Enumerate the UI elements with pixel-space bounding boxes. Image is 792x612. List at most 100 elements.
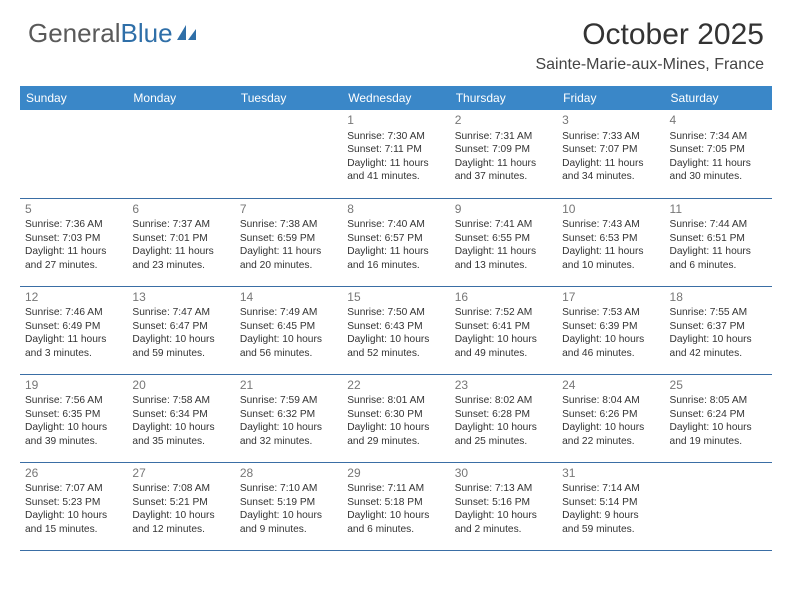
calendar-cell — [20, 110, 127, 198]
calendar-cell: 9Sunrise: 7:41 AMSunset: 6:55 PMDaylight… — [450, 198, 557, 286]
calendar-body: 1Sunrise: 7:30 AMSunset: 7:11 PMDaylight… — [20, 110, 772, 550]
cell-sunset: Sunset: 7:05 PM — [670, 143, 767, 156]
day-number: 15 — [347, 290, 444, 306]
cell-day2: and 39 minutes. — [25, 435, 122, 448]
cell-sunrise: Sunrise: 7:31 AM — [455, 130, 552, 143]
cell-day2: and 49 minutes. — [455, 347, 552, 360]
cell-day1: Daylight: 10 hours — [347, 509, 444, 522]
cell-day1: Daylight: 11 hours — [240, 245, 337, 258]
cell-day2: and 52 minutes. — [347, 347, 444, 360]
cell-day2: and 3 minutes. — [25, 347, 122, 360]
cell-sunrise: Sunrise: 7:59 AM — [240, 394, 337, 407]
cell-sunrise: Sunrise: 7:11 AM — [347, 482, 444, 495]
cell-sunset: Sunset: 6:34 PM — [132, 408, 229, 421]
col-wednesday: Wednesday — [342, 86, 449, 110]
cell-day2: and 9 minutes. — [240, 523, 337, 536]
cell-sunset: Sunset: 6:39 PM — [562, 320, 659, 333]
col-thursday: Thursday — [450, 86, 557, 110]
cell-sunset: Sunset: 7:09 PM — [455, 143, 552, 156]
cell-day1: Daylight: 10 hours — [455, 421, 552, 434]
cell-sunset: Sunset: 6:57 PM — [347, 232, 444, 245]
cell-day1: Daylight: 11 hours — [132, 245, 229, 258]
day-number: 9 — [455, 202, 552, 218]
month-title: October 2025 — [535, 18, 764, 52]
cell-sunset: Sunset: 6:24 PM — [670, 408, 767, 421]
cell-day2: and 29 minutes. — [347, 435, 444, 448]
calendar-cell: 20Sunrise: 7:58 AMSunset: 6:34 PMDayligh… — [127, 374, 234, 462]
day-number: 23 — [455, 378, 552, 394]
cell-day2: and 37 minutes. — [455, 170, 552, 183]
day-number: 20 — [132, 378, 229, 394]
cell-day1: Daylight: 10 hours — [562, 333, 659, 346]
cell-day1: Daylight: 11 hours — [670, 245, 767, 258]
cell-sunset: Sunset: 6:45 PM — [240, 320, 337, 333]
calendar-row: 5Sunrise: 7:36 AMSunset: 7:03 PMDaylight… — [20, 198, 772, 286]
col-monday: Monday — [127, 86, 234, 110]
calendar-cell: 2Sunrise: 7:31 AMSunset: 7:09 PMDaylight… — [450, 110, 557, 198]
cell-sunrise: Sunrise: 8:01 AM — [347, 394, 444, 407]
cell-day1: Daylight: 10 hours — [670, 421, 767, 434]
cell-sunrise: Sunrise: 7:52 AM — [455, 306, 552, 319]
col-sunday: Sunday — [20, 86, 127, 110]
calendar-cell — [127, 110, 234, 198]
cell-sunrise: Sunrise: 7:34 AM — [670, 130, 767, 143]
calendar-cell: 17Sunrise: 7:53 AMSunset: 6:39 PMDayligh… — [557, 286, 664, 374]
cell-sunset: Sunset: 6:53 PM — [562, 232, 659, 245]
cell-day1: Daylight: 10 hours — [670, 333, 767, 346]
cell-day1: Daylight: 10 hours — [25, 421, 122, 434]
cell-sunset: Sunset: 7:11 PM — [347, 143, 444, 156]
calendar-cell: 1Sunrise: 7:30 AMSunset: 7:11 PMDaylight… — [342, 110, 449, 198]
cell-sunrise: Sunrise: 7:55 AM — [670, 306, 767, 319]
cell-sunset: Sunset: 6:28 PM — [455, 408, 552, 421]
calendar-cell: 19Sunrise: 7:56 AMSunset: 6:35 PMDayligh… — [20, 374, 127, 462]
cell-day2: and 42 minutes. — [670, 347, 767, 360]
cell-day1: Daylight: 9 hours — [562, 509, 659, 522]
cell-sunrise: Sunrise: 7:53 AM — [562, 306, 659, 319]
calendar-cell: 10Sunrise: 7:43 AMSunset: 6:53 PMDayligh… — [557, 198, 664, 286]
calendar-cell: 29Sunrise: 7:11 AMSunset: 5:18 PMDayligh… — [342, 462, 449, 550]
cell-sunset: Sunset: 6:43 PM — [347, 320, 444, 333]
cell-day2: and 2 minutes. — [455, 523, 552, 536]
day-number: 7 — [240, 202, 337, 218]
location: Sainte-Marie-aux-Mines, France — [535, 56, 764, 74]
day-number: 1 — [347, 113, 444, 129]
cell-sunrise: Sunrise: 7:44 AM — [670, 218, 767, 231]
cell-day2: and 56 minutes. — [240, 347, 337, 360]
cell-sunset: Sunset: 6:37 PM — [670, 320, 767, 333]
day-number: 11 — [670, 202, 767, 218]
cell-sunrise: Sunrise: 7:13 AM — [455, 482, 552, 495]
day-number: 18 — [670, 290, 767, 306]
calendar-cell: 23Sunrise: 8:02 AMSunset: 6:28 PMDayligh… — [450, 374, 557, 462]
cell-day2: and 6 minutes. — [347, 523, 444, 536]
cell-sunset: Sunset: 6:32 PM — [240, 408, 337, 421]
col-friday: Friday — [557, 86, 664, 110]
cell-day2: and 27 minutes. — [25, 259, 122, 272]
cell-day2: and 22 minutes. — [562, 435, 659, 448]
calendar-table: Sunday Monday Tuesday Wednesday Thursday… — [20, 86, 772, 551]
cell-sunset: Sunset: 6:35 PM — [25, 408, 122, 421]
day-number: 28 — [240, 466, 337, 482]
cell-sunrise: Sunrise: 7:10 AM — [240, 482, 337, 495]
calendar-cell: 5Sunrise: 7:36 AMSunset: 7:03 PMDaylight… — [20, 198, 127, 286]
calendar-cell: 6Sunrise: 7:37 AMSunset: 7:01 PMDaylight… — [127, 198, 234, 286]
day-number: 19 — [25, 378, 122, 394]
calendar-cell: 24Sunrise: 8:04 AMSunset: 6:26 PMDayligh… — [557, 374, 664, 462]
calendar-cell: 7Sunrise: 7:38 AMSunset: 6:59 PMDaylight… — [235, 198, 342, 286]
calendar-row: 1Sunrise: 7:30 AMSunset: 7:11 PMDaylight… — [20, 110, 772, 198]
cell-sunrise: Sunrise: 7:58 AM — [132, 394, 229, 407]
day-number: 26 — [25, 466, 122, 482]
cell-day1: Daylight: 11 hours — [25, 333, 122, 346]
cell-sunset: Sunset: 7:03 PM — [25, 232, 122, 245]
cell-day1: Daylight: 10 hours — [25, 509, 122, 522]
cell-sunrise: Sunrise: 7:37 AM — [132, 218, 229, 231]
brand-part2: Blue — [121, 18, 173, 49]
cell-sunrise: Sunrise: 7:41 AM — [455, 218, 552, 231]
header: GeneralBlue October 2025 Sainte-Marie-au… — [0, 0, 792, 80]
cell-day1: Daylight: 10 hours — [347, 333, 444, 346]
day-number: 17 — [562, 290, 659, 306]
day-number: 22 — [347, 378, 444, 394]
day-number: 27 — [132, 466, 229, 482]
day-number: 29 — [347, 466, 444, 482]
brand-part1: General — [28, 18, 121, 49]
cell-sunrise: Sunrise: 7:38 AM — [240, 218, 337, 231]
